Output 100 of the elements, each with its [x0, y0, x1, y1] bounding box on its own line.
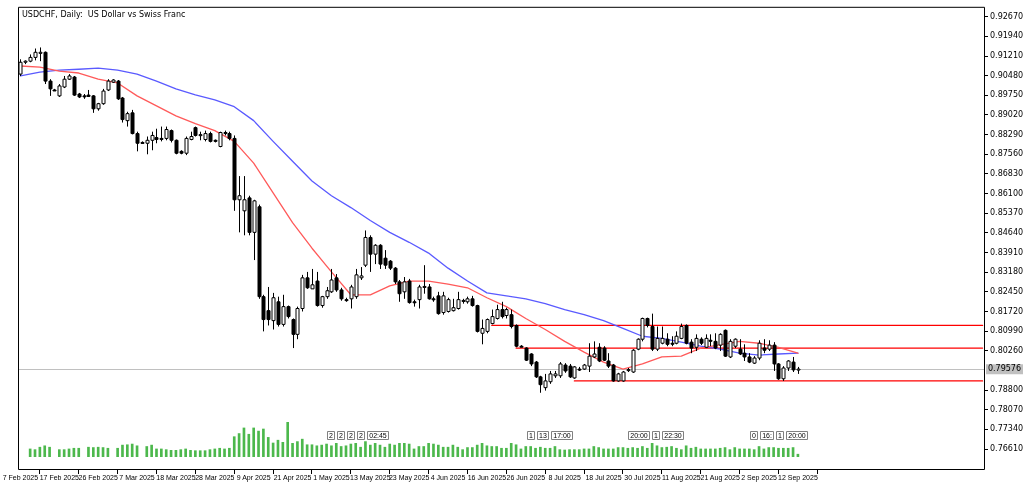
- y-tick-label: 0.89020: [990, 110, 1024, 120]
- y-tick-label: 0.80990: [990, 326, 1024, 336]
- bar: [441, 446, 445, 457]
- bar: [747, 448, 751, 457]
- bar: [607, 448, 610, 457]
- bar: [43, 445, 47, 457]
- bar: [641, 446, 644, 457]
- bar: [558, 449, 562, 457]
- bar: [320, 444, 324, 457]
- bar: [597, 447, 601, 457]
- bar: [679, 449, 683, 457]
- y-tick-label: 0.89750: [990, 90, 1024, 100]
- y-tick-label: 0.90480: [990, 70, 1024, 80]
- bar: [709, 448, 712, 457]
- bar: [407, 443, 411, 457]
- bar: [77, 447, 81, 457]
- bar: [388, 443, 392, 457]
- bar: [87, 446, 90, 457]
- bar: [354, 443, 358, 457]
- bar: [466, 447, 469, 457]
- bar: [471, 447, 474, 457]
- bar: [475, 444, 479, 457]
- bar: [300, 438, 304, 457]
- bar: [126, 444, 129, 457]
- y-tick-label: 0.86100: [990, 188, 1024, 198]
- y-tick-label: 0.91210: [990, 51, 1024, 61]
- bar: [330, 445, 333, 457]
- bar: [252, 427, 256, 457]
- bar: [738, 448, 741, 457]
- y-tick-label: 0.78800: [990, 385, 1024, 395]
- bar: [524, 446, 528, 457]
- y-tick-label: 0.83910: [990, 247, 1024, 257]
- bar: [393, 444, 396, 457]
- bar: [359, 446, 362, 457]
- bar: [733, 447, 737, 457]
- bar: [529, 446, 532, 457]
- bar: [368, 444, 372, 457]
- chart-title: USDCHF, Daily: US Dollar vs Swiss Franc: [22, 9, 186, 19]
- bar: [675, 447, 678, 457]
- y-tick-label: 0.81720: [990, 306, 1024, 316]
- bar: [223, 448, 226, 457]
- bar: [286, 422, 290, 457]
- bar: [213, 448, 217, 457]
- bar: [670, 446, 673, 457]
- ref-line-label: 0.79576: [987, 364, 1022, 374]
- y-tick-label: 0.83180: [990, 267, 1024, 277]
- bar: [325, 443, 328, 457]
- bar: [509, 443, 513, 457]
- bar: [592, 446, 596, 457]
- y-tick-label: 0.92670: [990, 11, 1024, 21]
- bar: [189, 450, 192, 457]
- bar: [184, 448, 187, 457]
- bar: [194, 450, 197, 457]
- bar: [743, 448, 746, 457]
- bar: [699, 448, 703, 457]
- bar: [543, 447, 547, 457]
- bar: [398, 443, 401, 457]
- bar: [602, 448, 605, 457]
- bar: [772, 447, 775, 457]
- y-tick-label: 0.88290: [990, 129, 1024, 139]
- bar: [611, 448, 615, 457]
- bar: [334, 443, 338, 457]
- bar: [179, 449, 183, 457]
- bar: [461, 449, 464, 457]
- bar: [232, 436, 236, 457]
- bar: [432, 443, 435, 457]
- bar: [48, 446, 51, 457]
- bar: [752, 449, 756, 457]
- y-tick-label: 0.77340: [990, 424, 1024, 434]
- bar: [121, 444, 124, 457]
- bar: [116, 447, 119, 457]
- y-tick-label: 0.87560: [990, 149, 1024, 159]
- bar: [534, 447, 537, 457]
- bar: [505, 447, 508, 457]
- bar: [257, 430, 260, 457]
- y-tick-label: 0.84640: [990, 227, 1024, 237]
- bar: [577, 449, 581, 457]
- bar: [777, 447, 780, 457]
- bar: [427, 443, 430, 457]
- y-tick-label: 0.86830: [990, 169, 1024, 179]
- bar: [228, 447, 231, 457]
- bar: [539, 446, 542, 457]
- bar: [786, 447, 790, 457]
- bar: [782, 447, 785, 457]
- bar: [456, 446, 460, 457]
- bar: [704, 448, 707, 457]
- bar: [645, 447, 649, 457]
- bar: [145, 446, 149, 457]
- bar: [262, 428, 265, 457]
- bar: [296, 441, 299, 457]
- bar: [568, 449, 571, 457]
- bar: [495, 446, 498, 457]
- bar: [266, 437, 270, 457]
- bar: [155, 448, 158, 457]
- bar: [563, 449, 566, 457]
- y-tick-label: 0.78070: [990, 404, 1024, 414]
- bar: [218, 447, 221, 457]
- bar: [150, 444, 153, 457]
- y-tick-label: 0.80260: [990, 345, 1024, 355]
- bar: [198, 450, 202, 457]
